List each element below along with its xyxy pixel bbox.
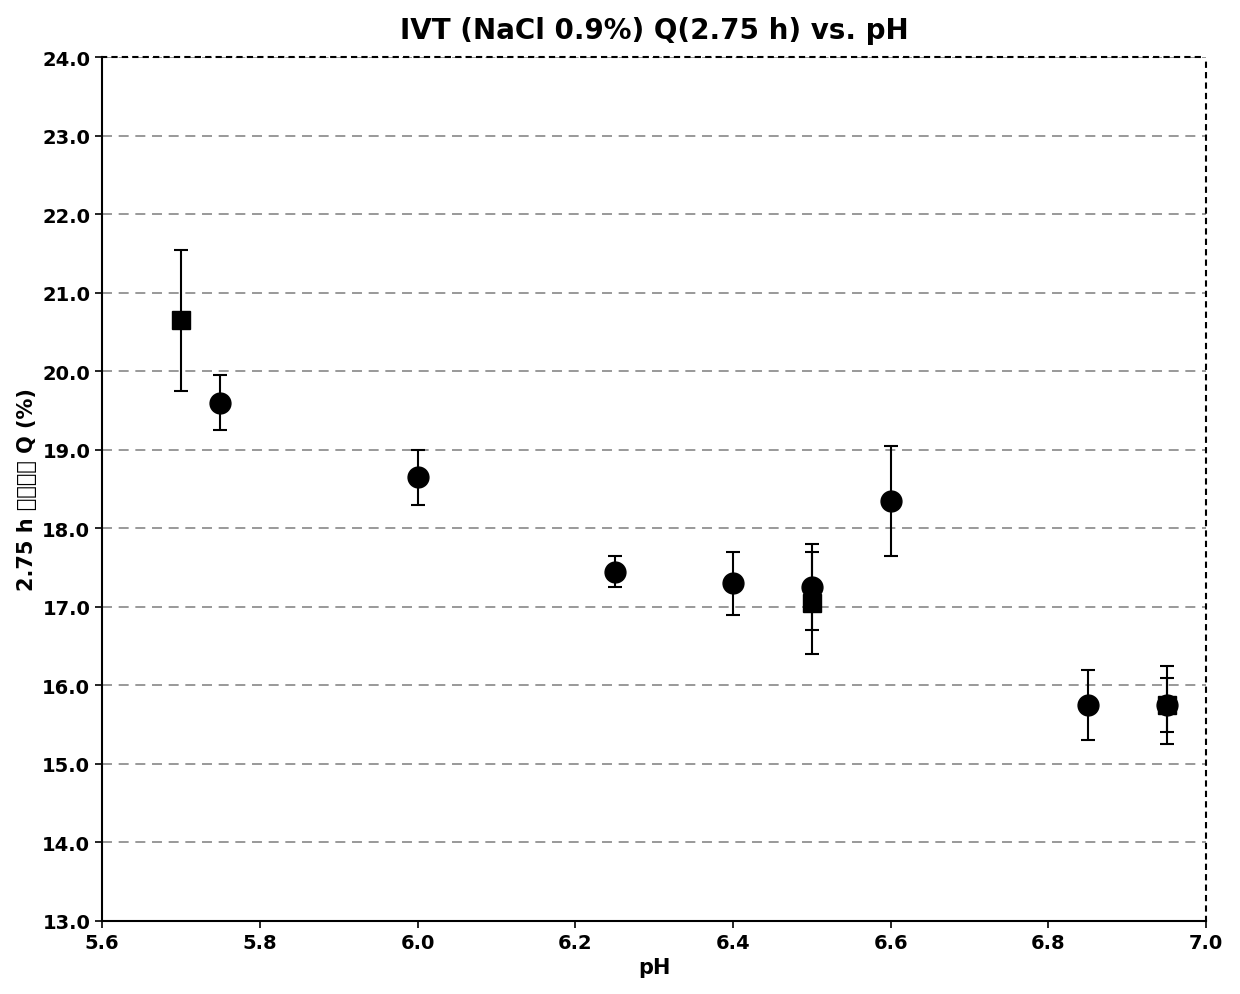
Title: IVT (NaCl 0.9%) Q(2.75 h) vs. pH: IVT (NaCl 0.9%) Q(2.75 h) vs. pH	[399, 17, 909, 45]
X-axis label: pH: pH	[637, 957, 671, 977]
Y-axis label: 2.75 h 后释放的 Q (%): 2.75 h 后释放的 Q (%)	[16, 389, 37, 590]
